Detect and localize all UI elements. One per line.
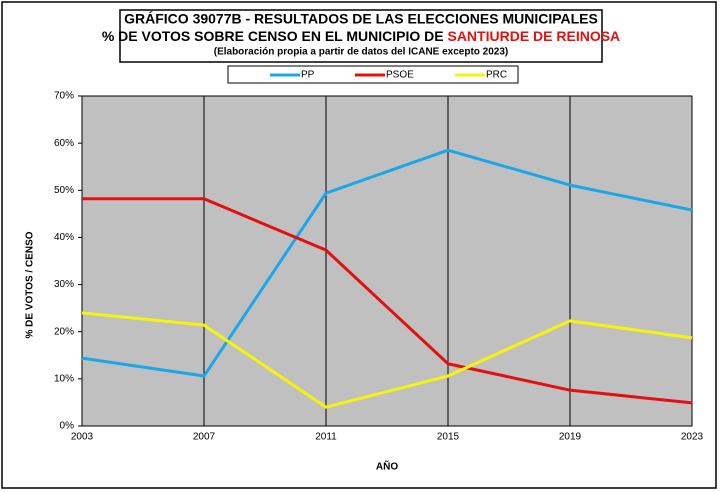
series-line	[81, 311, 693, 409]
chart-title: % DE VOTOS SOBRE CENSO EN EL MUNICIPIO D…	[102, 28, 620, 44]
x-tick-label: 2023	[681, 432, 704, 443]
title-box	[119, 9, 603, 63]
x-tick-label: 2015	[437, 432, 460, 443]
x-tick-label: 2011	[315, 432, 337, 443]
series-line	[82, 197, 693, 405]
y-tick-label: 50%	[54, 185, 74, 196]
chart-title: GRÁFICO 39077B - RESULTADOS DE LAS ELECC…	[124, 11, 598, 27]
x-axis-label: AÑO	[376, 460, 398, 473]
y-tick-label: 20%	[54, 326, 74, 337]
x-tick-label: 2019	[559, 432, 582, 443]
y-tick-label: 30%	[54, 279, 74, 290]
x-tick-label: 2007	[193, 432, 216, 443]
y-axis-label: % DE VOTOS / CENSO	[25, 231, 36, 338]
y-tick-label: 40%	[54, 232, 74, 243]
plot-area	[81, 95, 693, 427]
y-tick-label: 0%	[60, 421, 75, 432]
chart-title: % DE VOTOS SOBRE CENSO EN EL MUNICIPIO D…	[102, 28, 448, 44]
legend-label: PP	[301, 70, 315, 81]
legend-label: PSOE	[386, 70, 414, 81]
x-tick-label: 2003	[71, 432, 94, 443]
y-tick-label: 10%	[54, 373, 74, 384]
subtitle: (Elaboración propia a partir de datos de…	[214, 47, 509, 58]
series-line	[81, 148, 693, 378]
y-tick-label: 70%	[54, 91, 74, 102]
title-highlight: SANTIURDE DE REINOSA	[447, 28, 620, 44]
legend-label: PRC	[486, 70, 507, 81]
y-tick-label: 60%	[54, 138, 74, 149]
